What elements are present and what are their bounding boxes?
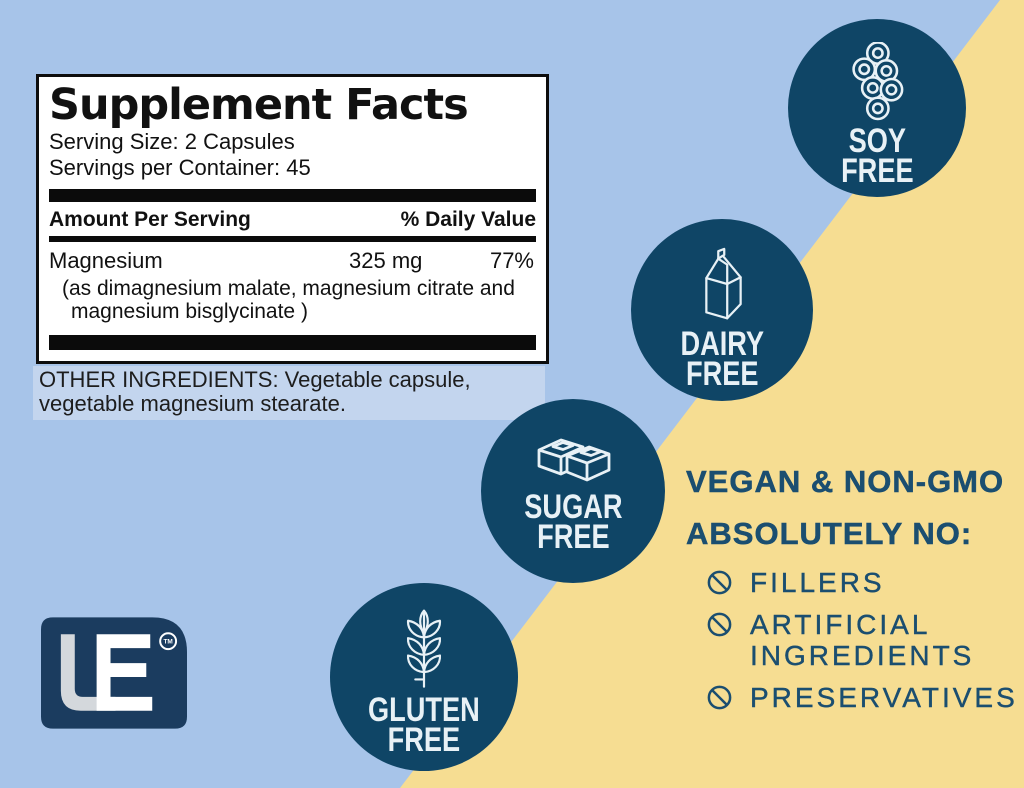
sugar-cubes-icon bbox=[537, 438, 611, 482]
brand-logo: TM bbox=[41, 617, 187, 734]
badge-gluten-free: GLUTEN FREE bbox=[330, 583, 518, 771]
vegan-non-gmo-heading: VEGAN & NON-GMO bbox=[686, 464, 1005, 500]
claim-item-fillers: FILLERS bbox=[706, 567, 1016, 598]
serving-size: Serving Size: 2 Capsules bbox=[49, 129, 295, 154]
daily-value-header: % Daily Value bbox=[400, 208, 536, 231]
badge-dairy-free: DAIRY FREE bbox=[631, 219, 813, 401]
claims-list: FILLERS ARTIFICIAL INGREDIENTS PRESERVAT… bbox=[706, 567, 1016, 713]
nutrient-daily-value: 77% bbox=[489, 248, 534, 273]
other-ingredients: OTHER INGREDIENTS: Vegetable capsule, ve… bbox=[33, 366, 545, 420]
claim-item-preservatives: PRESERVATIVES bbox=[706, 682, 1016, 713]
trademark-symbol: TM bbox=[163, 639, 172, 646]
prohibited-icon bbox=[707, 612, 732, 637]
prohibited-icon bbox=[707, 570, 732, 595]
divider-bar-top bbox=[49, 189, 536, 202]
supplement-facts-panel: Supplement Facts Serving Size: 2 Capsule… bbox=[36, 74, 549, 364]
wheat-icon bbox=[406, 609, 442, 689]
nutrient-note: (as dimagnesium malate, magnesium citrat… bbox=[62, 277, 515, 323]
badge-label: SOY FREE bbox=[840, 122, 914, 191]
nutrient-amount: 325 mg bbox=[349, 248, 423, 273]
soybean-icon bbox=[852, 42, 904, 121]
panel-header-row: Amount Per Serving % Daily Value bbox=[49, 202, 536, 242]
life-extension-logo-icon: TM bbox=[41, 617, 187, 729]
amount-per-serving-header: Amount Per Serving bbox=[49, 208, 251, 231]
badge-label: SUGAR FREE bbox=[523, 488, 623, 557]
claim-item-artificial-ingredients: ARTIFICIAL INGREDIENTS bbox=[706, 609, 1016, 671]
absolutely-no-heading: ABSOLUTELY NO: bbox=[686, 516, 973, 552]
badge-label: DAIRY FREE bbox=[680, 324, 764, 393]
claims-block: VEGAN & NON-GMO ABSOLUTELY NO: FILLERS A… bbox=[686, 464, 1016, 724]
badge-label: GLUTEN FREE bbox=[368, 691, 480, 760]
divider-bar-bottom bbox=[49, 335, 536, 350]
milk-carton-icon bbox=[705, 247, 742, 320]
badge-sugar-free: SUGAR FREE bbox=[481, 399, 665, 583]
servings-per-container: Servings per Container: 45 bbox=[49, 155, 311, 180]
nutrient-row: Magnesium 325 mg 77% bbox=[49, 242, 536, 274]
badge-soy-free: SOY FREE bbox=[788, 19, 966, 197]
panel-title: Supplement Facts bbox=[49, 80, 469, 130]
nutrient-name: Magnesium bbox=[49, 248, 163, 273]
prohibited-icon bbox=[707, 685, 732, 710]
